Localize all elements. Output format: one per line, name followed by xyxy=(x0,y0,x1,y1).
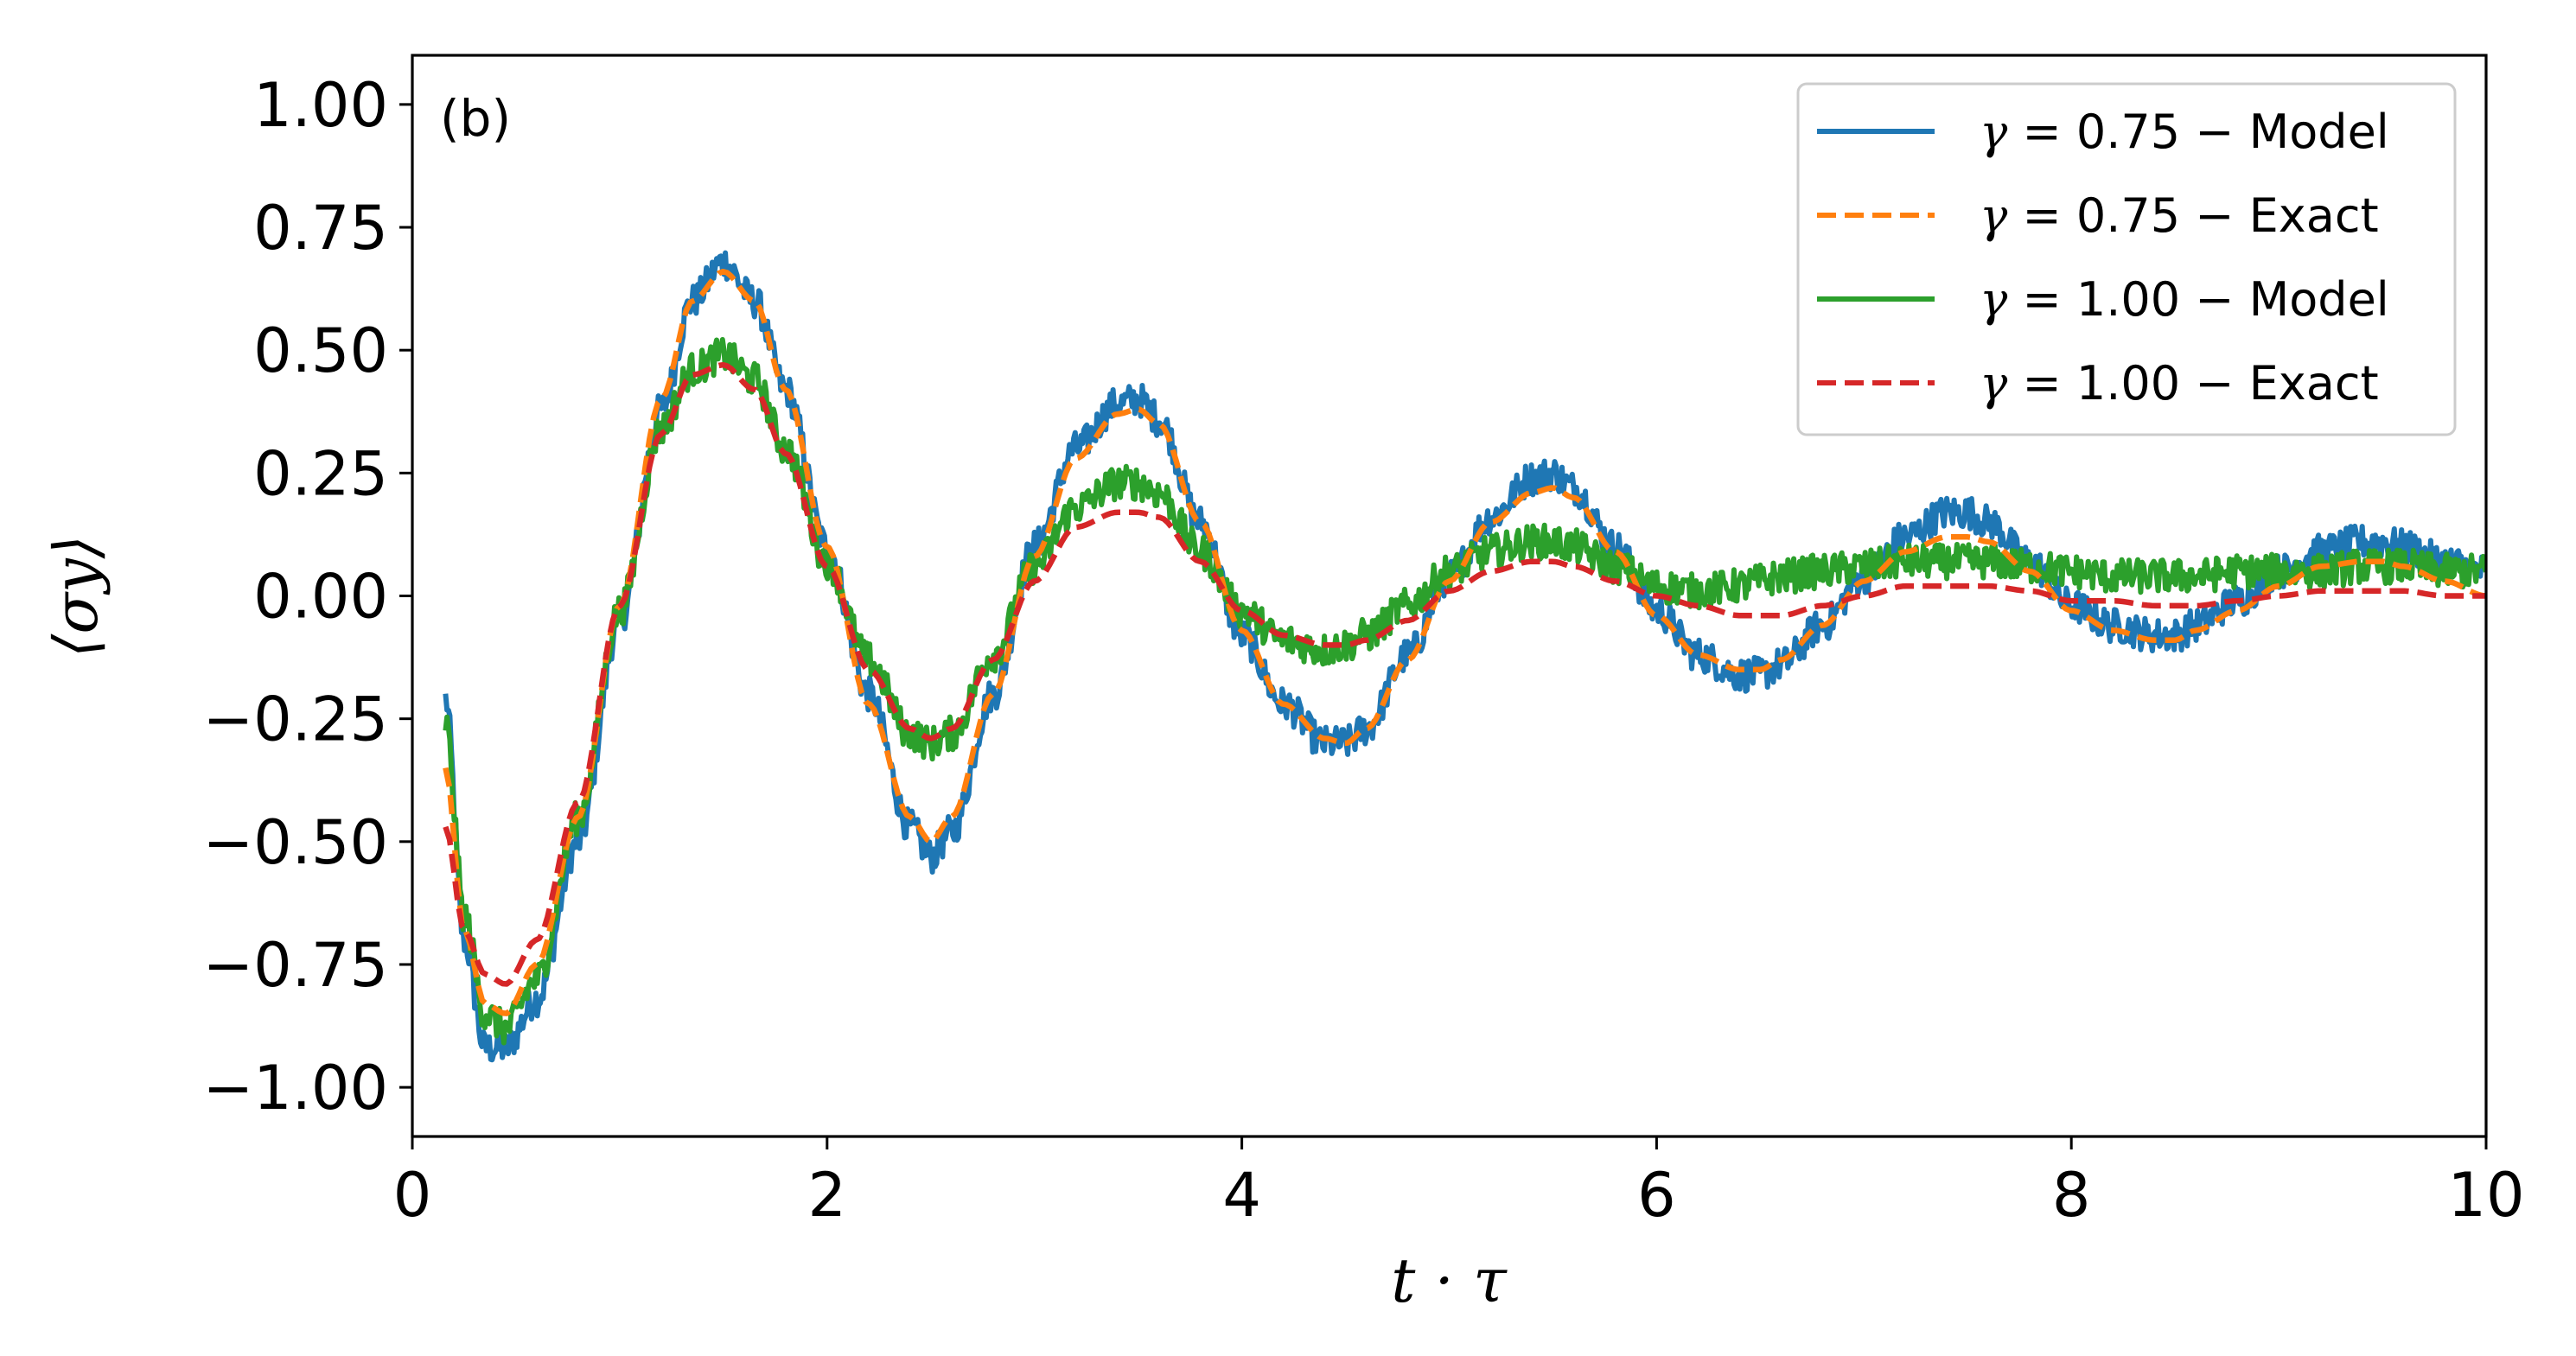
y-tick-label: −0.25 xyxy=(202,684,388,755)
y-tick-label: 1.00 xyxy=(253,70,388,141)
x-tick-label: 6 xyxy=(1637,1160,1676,1231)
legend-text: = 1.00 − Model xyxy=(2007,272,2389,327)
legend-text: = 1.00 − Exact xyxy=(2007,356,2378,411)
legend-label: γ = 0.75 − Exact xyxy=(1980,188,2379,243)
series-line xyxy=(443,268,2486,1016)
legend-label: γ = 1.00 − Exact xyxy=(1980,356,2379,411)
y-tick-label: 0.75 xyxy=(253,193,388,264)
legend-symbol: γ xyxy=(1980,105,2008,159)
x-tick-label: 8 xyxy=(2052,1160,2091,1231)
y-axis: −1.00 −0.75 −0.50 −0.25 0.00 0.25 0.50 0.75 1.00 xyxy=(202,70,412,1124)
x-tick-label: 2 xyxy=(808,1160,847,1231)
y-axis-label: ⟨σy⟩ xyxy=(41,535,112,658)
y-tick-label: 0.00 xyxy=(253,562,388,633)
series-line xyxy=(443,337,2486,1046)
legend-text: = 0.75 − Model xyxy=(2007,105,2389,159)
x-axis-label: t · τ xyxy=(1391,1245,1508,1316)
legend-box xyxy=(1796,82,2457,436)
x-tick-label: 10 xyxy=(2447,1160,2524,1231)
y-tick-label: −0.50 xyxy=(202,807,388,878)
legend-symbol: γ xyxy=(1980,356,2008,411)
y-tick-label: −1.00 xyxy=(202,1053,388,1124)
x-tick-label: 4 xyxy=(1222,1160,1261,1231)
legend-symbol: γ xyxy=(1980,188,2008,243)
y-tick-label: −0.75 xyxy=(202,930,388,1001)
y-tick-label: 0.50 xyxy=(253,315,388,386)
legend-symbol: γ xyxy=(1980,272,2008,327)
legend-label: γ = 0.75 − Model xyxy=(1980,105,2389,159)
x-axis: 0 2 4 6 8 10 xyxy=(393,1136,2525,1231)
panel-label: (b) xyxy=(440,89,511,148)
legend-text: = 0.75 − Exact xyxy=(2007,188,2378,243)
legend-label: γ = 1.00 − Model xyxy=(1980,272,2389,327)
series-line xyxy=(443,361,2486,987)
y-tick-label: 0.25 xyxy=(253,438,388,509)
series-layer xyxy=(443,250,2486,1063)
x-tick-label: 0 xyxy=(393,1160,432,1231)
